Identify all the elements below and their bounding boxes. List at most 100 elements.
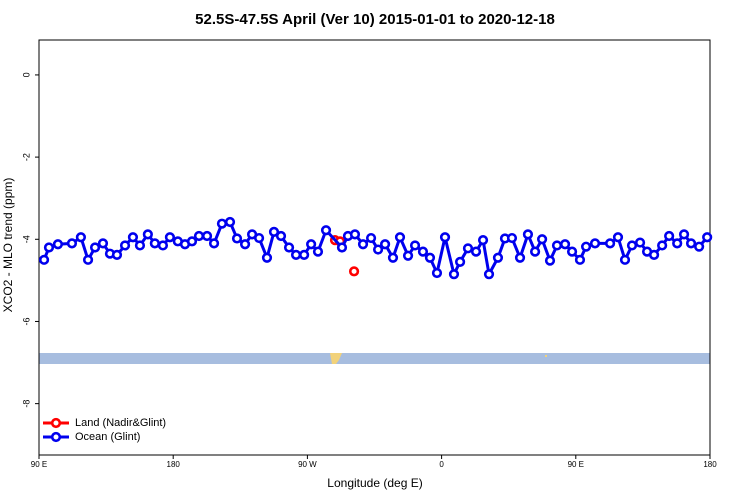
data-point: [38, 254, 50, 265]
data-point: [604, 238, 616, 249]
data-point: [349, 229, 361, 240]
data-point: [365, 232, 377, 244]
y-tick-label: -8: [21, 400, 31, 408]
data-point: [483, 269, 495, 280]
data-point: [89, 242, 101, 253]
data-point: [239, 239, 251, 250]
data-point: [142, 229, 153, 240]
data-point: [685, 238, 697, 249]
data-point: [82, 254, 94, 265]
data-point: [664, 230, 675, 242]
data-point: [97, 238, 109, 249]
data-point: [574, 254, 586, 265]
data-point: [702, 232, 713, 243]
data-point: [619, 254, 631, 265]
x-tick-label: 90 W: [298, 460, 317, 469]
y-tick-label: -2: [21, 153, 31, 161]
legend-marker: [50, 431, 62, 443]
data-point: [75, 232, 87, 243]
data-point: [193, 230, 205, 242]
data-point: [648, 249, 660, 260]
data-point: [409, 240, 421, 251]
data-point: [43, 242, 55, 253]
data-point: [529, 246, 541, 257]
data-point: [626, 240, 638, 251]
data-point: [275, 230, 287, 242]
data-point: [431, 267, 443, 279]
x-tick-label: 90 E: [31, 460, 47, 469]
data-point: [402, 250, 414, 261]
data-point: [506, 232, 518, 244]
data-point: [566, 246, 578, 257]
data-point: [164, 232, 176, 243]
data-point: [261, 252, 273, 263]
x-tick-label: 180: [167, 460, 181, 469]
x-axis-label: Longitude (deg E): [327, 476, 422, 490]
data-point: [372, 244, 384, 255]
data-point: [336, 242, 348, 253]
data-point: [201, 230, 213, 242]
data-point: [253, 232, 265, 244]
data-point: [157, 240, 169, 251]
x-tick-label: 90 E: [568, 460, 584, 469]
data-point: [119, 240, 131, 251]
x-tick-label: 180: [703, 460, 717, 469]
data-point: [312, 246, 324, 257]
data-point: [417, 246, 429, 257]
data-point: [231, 233, 243, 244]
legend-label: Ocean (Glint): [75, 431, 140, 443]
data-point: [448, 269, 460, 280]
data-point: [111, 249, 123, 260]
data-point: [216, 218, 228, 229]
legend-label: Land (Nadir&Glint): [75, 417, 166, 429]
data-point: [348, 266, 360, 277]
data-point: [290, 249, 302, 260]
data-point: [559, 239, 571, 250]
y-axis-label: XCO2 - MLO trend (ppm): [1, 178, 15, 313]
data-point: [208, 238, 220, 249]
data-point: [672, 238, 683, 249]
data-point: [149, 238, 160, 249]
data-point: [544, 255, 556, 266]
data-point: [134, 240, 146, 251]
data-point: [454, 256, 466, 267]
data-point: [52, 239, 64, 250]
y-tick-label: 0: [21, 72, 31, 77]
data-point: [357, 239, 369, 250]
data-point: [394, 232, 406, 243]
data-point: [678, 229, 690, 240]
data-point: [551, 240, 563, 251]
data-point: [634, 237, 646, 248]
data-point: [462, 243, 474, 254]
data-point: [522, 229, 534, 240]
y-tick-label: -6: [21, 317, 31, 325]
data-point: [694, 241, 705, 252]
data-point: [224, 216, 236, 228]
chart-title: 52.5S-47.5S April (Ver 10) 2015-01-01 to…: [195, 11, 555, 28]
data-point: [424, 252, 436, 263]
data-point: [477, 235, 489, 246]
data-point: [580, 241, 592, 252]
data-point: [379, 239, 391, 250]
map-strip: [39, 353, 710, 364]
data-point: [492, 252, 504, 263]
x-tick-label: 0: [439, 460, 444, 469]
data-point: [589, 238, 601, 249]
data-point: [127, 232, 139, 243]
data-point: [387, 252, 399, 263]
data-point: [657, 240, 668, 251]
data-point: [66, 238, 78, 249]
data-point: [612, 232, 624, 243]
data-point: [268, 226, 280, 237]
data-point: [514, 252, 526, 263]
data-point: [306, 239, 317, 250]
y-tick-label: -4: [21, 235, 31, 243]
data-point: [320, 225, 332, 236]
data-point: [186, 236, 198, 247]
data-point: [470, 246, 482, 257]
data-point: [439, 232, 451, 243]
data-point: [283, 242, 295, 253]
data-point: [299, 249, 310, 260]
legend-marker: [50, 417, 62, 429]
